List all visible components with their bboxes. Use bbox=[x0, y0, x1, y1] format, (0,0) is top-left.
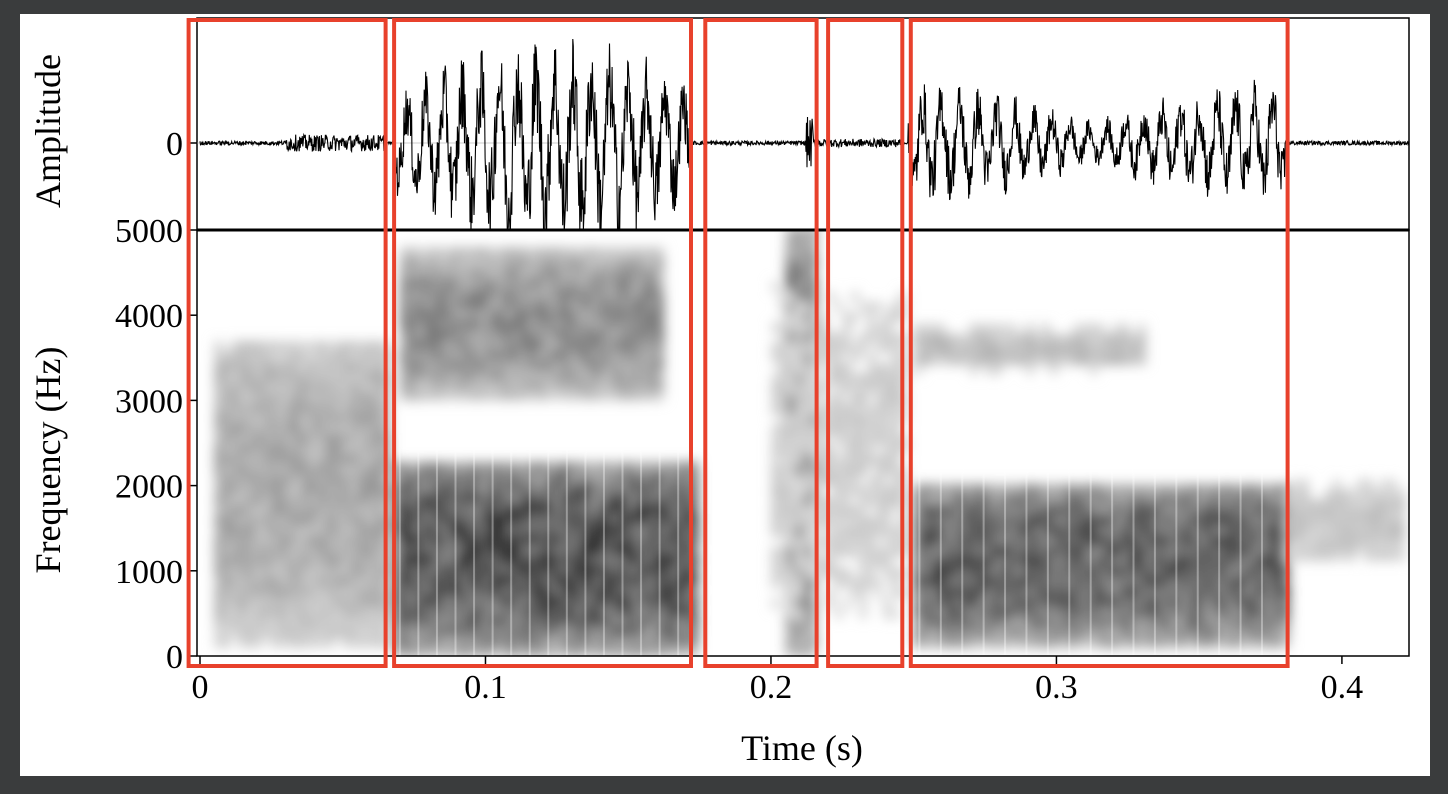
segment-box bbox=[908, 18, 1290, 668]
waveform-trace-group bbox=[197, 38, 1409, 230]
segment-box bbox=[703, 18, 819, 668]
y-tick-label: 4000 bbox=[115, 298, 183, 335]
waveform-trace bbox=[199, 38, 1409, 230]
segment-box bbox=[186, 18, 388, 668]
x-tick-label: 0.2 bbox=[750, 669, 793, 706]
x-axis-title: Time (s) bbox=[741, 728, 863, 768]
amplitude-axis-title: Amplitude bbox=[28, 54, 68, 208]
y-tick-label: 0 bbox=[166, 639, 183, 676]
axes-group: 0 0.1 0.2 0.3 0.4 0 1000 2000 3000 4000 5000 0 bbox=[115, 126, 1363, 706]
figure-panel: 0 0.1 0.2 0.3 0.4 0 1000 2000 3000 4000 5000 0 Time… bbox=[20, 14, 1430, 776]
x-tick-label: 0.1 bbox=[464, 669, 507, 706]
y-tick-label: 3000 bbox=[115, 383, 183, 420]
waveform-frame bbox=[196, 17, 1410, 231]
segment-box bbox=[392, 18, 693, 668]
x-tick-label: 0.4 bbox=[1321, 669, 1364, 706]
spectrogram-striations bbox=[398, 434, 1263, 656]
y-tick-label: 5000 bbox=[115, 213, 183, 250]
segment-boxes bbox=[186, 18, 1290, 668]
y-tick-label: 2000 bbox=[115, 469, 183, 506]
segment-box bbox=[826, 18, 905, 668]
waveform-spectrogram-figure: 0 0.1 0.2 0.3 0.4 0 1000 2000 3000 4000 5000 0 Time… bbox=[28, 17, 1410, 768]
x-tick-label: 0 bbox=[192, 669, 209, 706]
x-tick-label: 0.3 bbox=[1035, 669, 1078, 706]
frequency-axis-title: Frequency (Hz) bbox=[28, 347, 68, 574]
y-tick-label: 1000 bbox=[115, 554, 183, 591]
amplitude-tick-label: 0 bbox=[166, 126, 183, 163]
